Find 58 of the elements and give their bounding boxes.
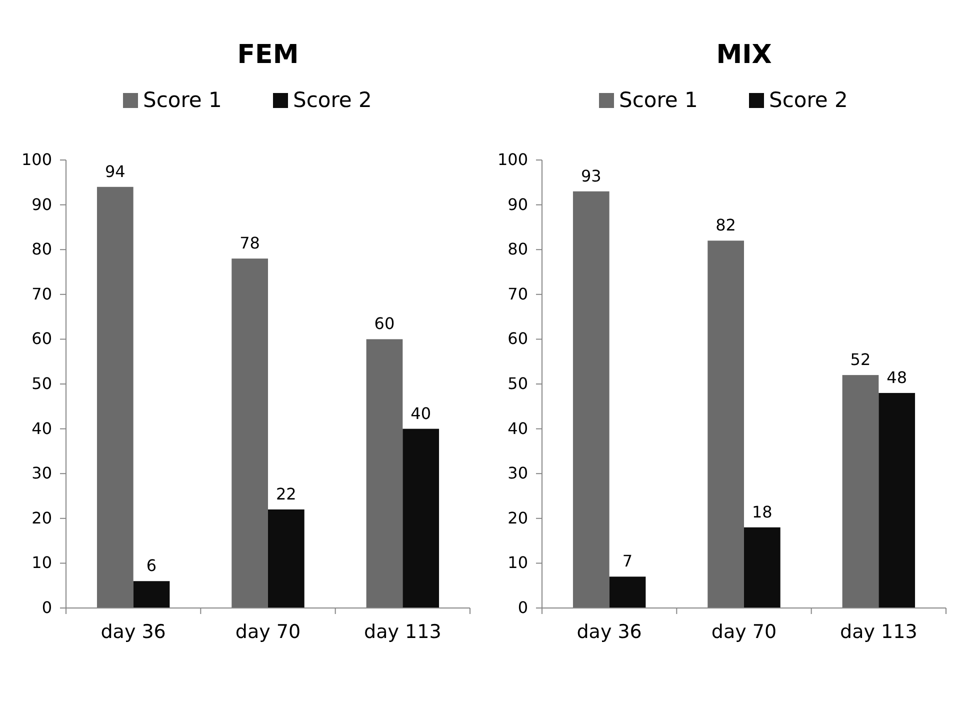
legend-label: Score 2 [769, 88, 848, 112]
legend-label: Score 1 [619, 88, 698, 112]
data-label: 48 [886, 368, 908, 387]
y-tick-label: 50 [508, 374, 528, 393]
y-tick-label: 90 [508, 194, 528, 214]
bar [572, 191, 610, 608]
x-tick-label: day 113 [364, 621, 442, 643]
bar [878, 392, 916, 608]
bar [366, 339, 403, 608]
data-label: 52 [850, 350, 871, 370]
y-tick-label: 70 [32, 284, 52, 304]
y-tick-label: 20 [508, 508, 528, 528]
y-tick-label: 40 [508, 418, 528, 438]
bar [744, 527, 780, 608]
bar [232, 258, 268, 608]
y-tick-label: 90 [32, 194, 52, 214]
bar [708, 240, 744, 608]
chart-title: FEM [237, 40, 299, 70]
data-label: 40 [410, 404, 432, 423]
legend-label: Score 1 [143, 88, 222, 112]
x-tick-label: day 36 [576, 621, 642, 643]
bar [133, 581, 170, 608]
y-tick-label: 40 [32, 418, 52, 438]
data-label: 7 [622, 552, 633, 571]
y-tick-label: 70 [508, 284, 528, 304]
y-tick-label: 100 [21, 150, 52, 169]
y-tick-label: 80 [32, 240, 52, 259]
y-tick-label: 20 [32, 508, 52, 528]
legend-label: Score 2 [293, 88, 372, 112]
x-tick-label: day 70 [711, 621, 777, 643]
y-tick-label: 80 [508, 240, 528, 259]
y-tick-label: 10 [32, 553, 52, 572]
y-tick-label: 30 [32, 464, 52, 483]
data-label: 6 [146, 556, 157, 576]
y-tick-label: 50 [32, 374, 52, 393]
data-label: 82 [716, 216, 736, 235]
y-tick-label: 0 [42, 598, 52, 617]
x-tick-label: day 113 [840, 621, 918, 643]
data-label: 18 [752, 502, 772, 522]
y-tick-label: 0 [518, 598, 528, 617]
data-label: 22 [276, 484, 296, 504]
bar [268, 509, 304, 608]
data-label: 78 [240, 234, 260, 253]
bar [96, 186, 134, 608]
bar [402, 428, 440, 608]
data-label: 94 [104, 162, 126, 181]
x-tick-label: day 36 [100, 621, 166, 643]
x-tick-label: day 70 [235, 621, 301, 643]
data-label: 93 [580, 166, 602, 186]
y-tick-label: 60 [32, 329, 52, 348]
y-tick-label: 100 [497, 150, 528, 169]
chart-title: MIX [716, 40, 772, 70]
y-tick-label: 30 [508, 464, 528, 483]
y-tick-label: 10 [508, 553, 528, 572]
bar [609, 576, 646, 608]
data-label: 60 [374, 314, 395, 334]
y-tick-label: 60 [508, 329, 528, 348]
bar [842, 375, 879, 608]
